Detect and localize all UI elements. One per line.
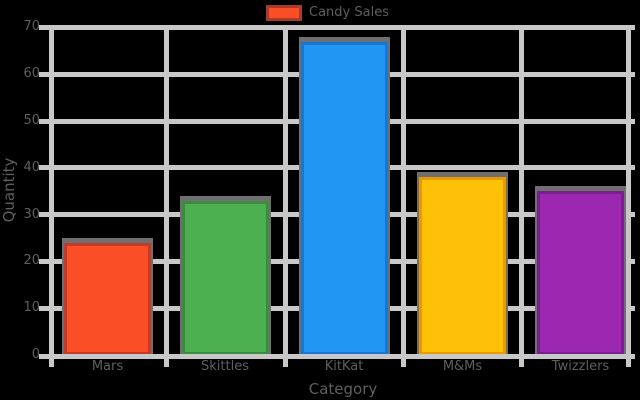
x-gridline-4 — [519, 25, 524, 367]
y-tick-label-10: 10 — [23, 300, 40, 316]
x-tick-label-0: Mars — [91, 359, 124, 374]
bar-Skittles — [181, 200, 269, 355]
y-tick-label-0: 0 — [31, 347, 40, 362]
y-gridline-70 — [39, 24, 635, 30]
bar-KitKat — [300, 41, 388, 355]
y-tick-label-20: 20 — [23, 253, 40, 269]
bar-Twizzlers — [537, 191, 624, 355]
x-axis-title: Category — [308, 380, 378, 398]
bar-Mars — [64, 242, 151, 355]
y-tick-label-40: 40 — [23, 159, 40, 175]
x-gridline-0 — [48, 25, 54, 367]
legend-swatch — [266, 5, 302, 21]
y-axis-title: Quantity — [0, 157, 18, 223]
x-gridline-2 — [282, 25, 288, 367]
x-axis-line — [39, 353, 635, 359]
y-tick-label-70: 70 — [23, 19, 40, 35]
x-gridline-1 — [164, 25, 169, 367]
x-tick-label-1: Skittles — [201, 359, 249, 374]
x-tick-label-4: Twizzlers — [551, 359, 610, 374]
bar-M&Ms — [419, 177, 506, 355]
y-tick-label-60: 60 — [23, 66, 40, 82]
legend-label: Candy Sales — [309, 5, 389, 20]
x-gridline-3 — [400, 25, 406, 367]
y-tick-label-50: 50 — [23, 113, 40, 129]
x-tick-label-2: KitKat — [324, 359, 364, 374]
y-tick-label-30: 30 — [23, 206, 40, 222]
legend: Candy Sales — [266, 5, 389, 21]
x-gridline-5 — [625, 25, 631, 367]
x-tick-label-3: M&Ms — [442, 359, 483, 374]
